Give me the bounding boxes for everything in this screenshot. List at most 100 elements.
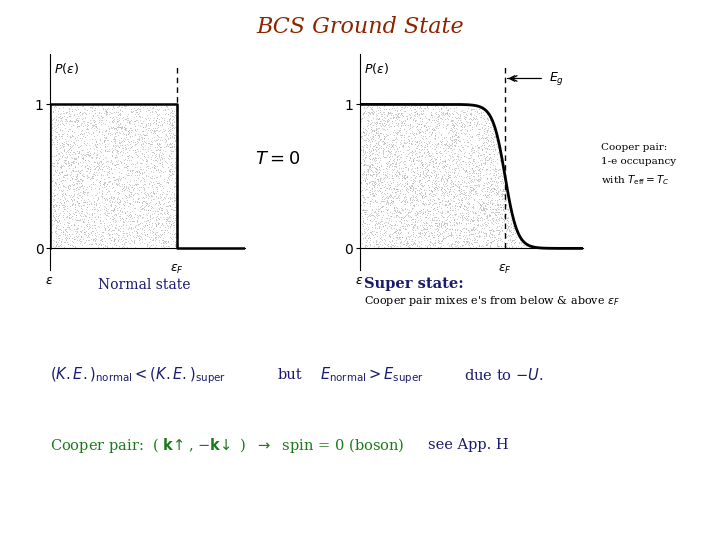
Point <box>445 240 456 248</box>
Point <box>82 197 94 205</box>
Point <box>485 230 497 239</box>
Point <box>410 231 421 239</box>
Point <box>48 193 59 202</box>
Point <box>376 219 387 228</box>
Point <box>359 136 370 144</box>
Point <box>454 145 466 154</box>
Point <box>450 181 462 190</box>
Point <box>78 133 90 141</box>
Point <box>150 213 162 221</box>
Point <box>478 141 490 150</box>
Point <box>446 121 458 130</box>
Point <box>106 157 117 166</box>
Point <box>369 195 381 204</box>
Point <box>492 225 504 234</box>
Point <box>162 136 174 145</box>
Point <box>55 220 67 228</box>
Point <box>379 120 391 129</box>
Point <box>399 207 410 216</box>
Point <box>429 238 441 246</box>
Point <box>109 104 120 112</box>
Point <box>412 190 423 198</box>
Point <box>78 205 90 213</box>
Point <box>415 228 426 237</box>
Point <box>102 107 113 116</box>
Point <box>73 194 84 202</box>
Point <box>385 149 397 158</box>
Point <box>418 219 430 227</box>
Point <box>382 180 394 188</box>
Point <box>378 146 390 154</box>
Point <box>62 140 73 149</box>
Point <box>446 181 457 190</box>
Point <box>454 190 466 198</box>
Point <box>458 119 469 128</box>
Point <box>53 193 65 202</box>
Point <box>392 112 404 120</box>
Point <box>358 225 369 234</box>
Point <box>74 146 86 155</box>
Point <box>454 111 465 120</box>
Point <box>442 208 454 217</box>
Point <box>386 162 397 171</box>
Point <box>91 142 103 151</box>
Point <box>412 109 423 117</box>
Point <box>356 187 367 195</box>
Point <box>479 144 490 152</box>
Point <box>432 111 444 120</box>
Point <box>61 208 73 217</box>
Point <box>429 172 441 181</box>
Point <box>364 190 376 198</box>
Point <box>158 214 170 222</box>
Point <box>78 195 90 204</box>
Point <box>126 239 138 247</box>
Point <box>444 142 455 151</box>
Point <box>444 205 456 214</box>
Point <box>494 186 505 195</box>
Point <box>483 187 495 196</box>
Point <box>480 231 492 239</box>
Point <box>102 183 114 191</box>
Point <box>462 237 473 246</box>
Point <box>87 127 99 136</box>
Point <box>99 144 111 152</box>
Point <box>403 145 415 153</box>
Point <box>102 148 114 157</box>
Point <box>80 131 91 139</box>
Point <box>94 133 106 141</box>
Point <box>418 171 429 179</box>
Point <box>122 238 134 247</box>
Point <box>64 240 76 248</box>
Point <box>446 176 457 185</box>
Point <box>462 206 473 214</box>
Point <box>416 145 428 153</box>
Point <box>150 158 162 167</box>
Point <box>390 181 401 190</box>
Point <box>377 197 388 206</box>
Point <box>423 172 435 181</box>
Point <box>381 218 392 226</box>
Point <box>383 192 395 201</box>
Point <box>388 205 400 214</box>
Point <box>415 123 427 131</box>
Point <box>156 128 167 137</box>
Point <box>78 161 90 170</box>
Point <box>95 136 107 145</box>
Point <box>131 177 143 185</box>
Point <box>438 193 450 202</box>
Point <box>118 181 130 190</box>
Point <box>461 219 472 228</box>
Point <box>117 114 128 123</box>
Point <box>92 134 104 143</box>
Point <box>360 136 372 144</box>
Point <box>381 206 392 214</box>
Point <box>143 184 155 192</box>
Point <box>419 188 431 197</box>
Point <box>435 191 446 200</box>
Point <box>498 212 510 221</box>
Point <box>481 165 492 173</box>
Point <box>379 113 390 122</box>
Point <box>396 212 408 221</box>
Point <box>55 216 66 225</box>
Point <box>160 223 171 232</box>
